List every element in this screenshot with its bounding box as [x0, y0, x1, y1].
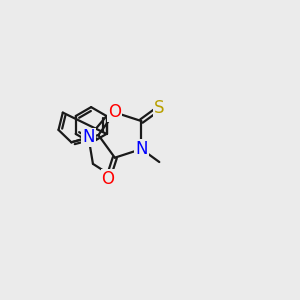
Text: O: O: [108, 103, 121, 122]
Text: N: N: [82, 128, 95, 146]
Text: N: N: [135, 140, 148, 158]
Text: S: S: [154, 99, 164, 117]
Text: O: O: [101, 170, 115, 188]
